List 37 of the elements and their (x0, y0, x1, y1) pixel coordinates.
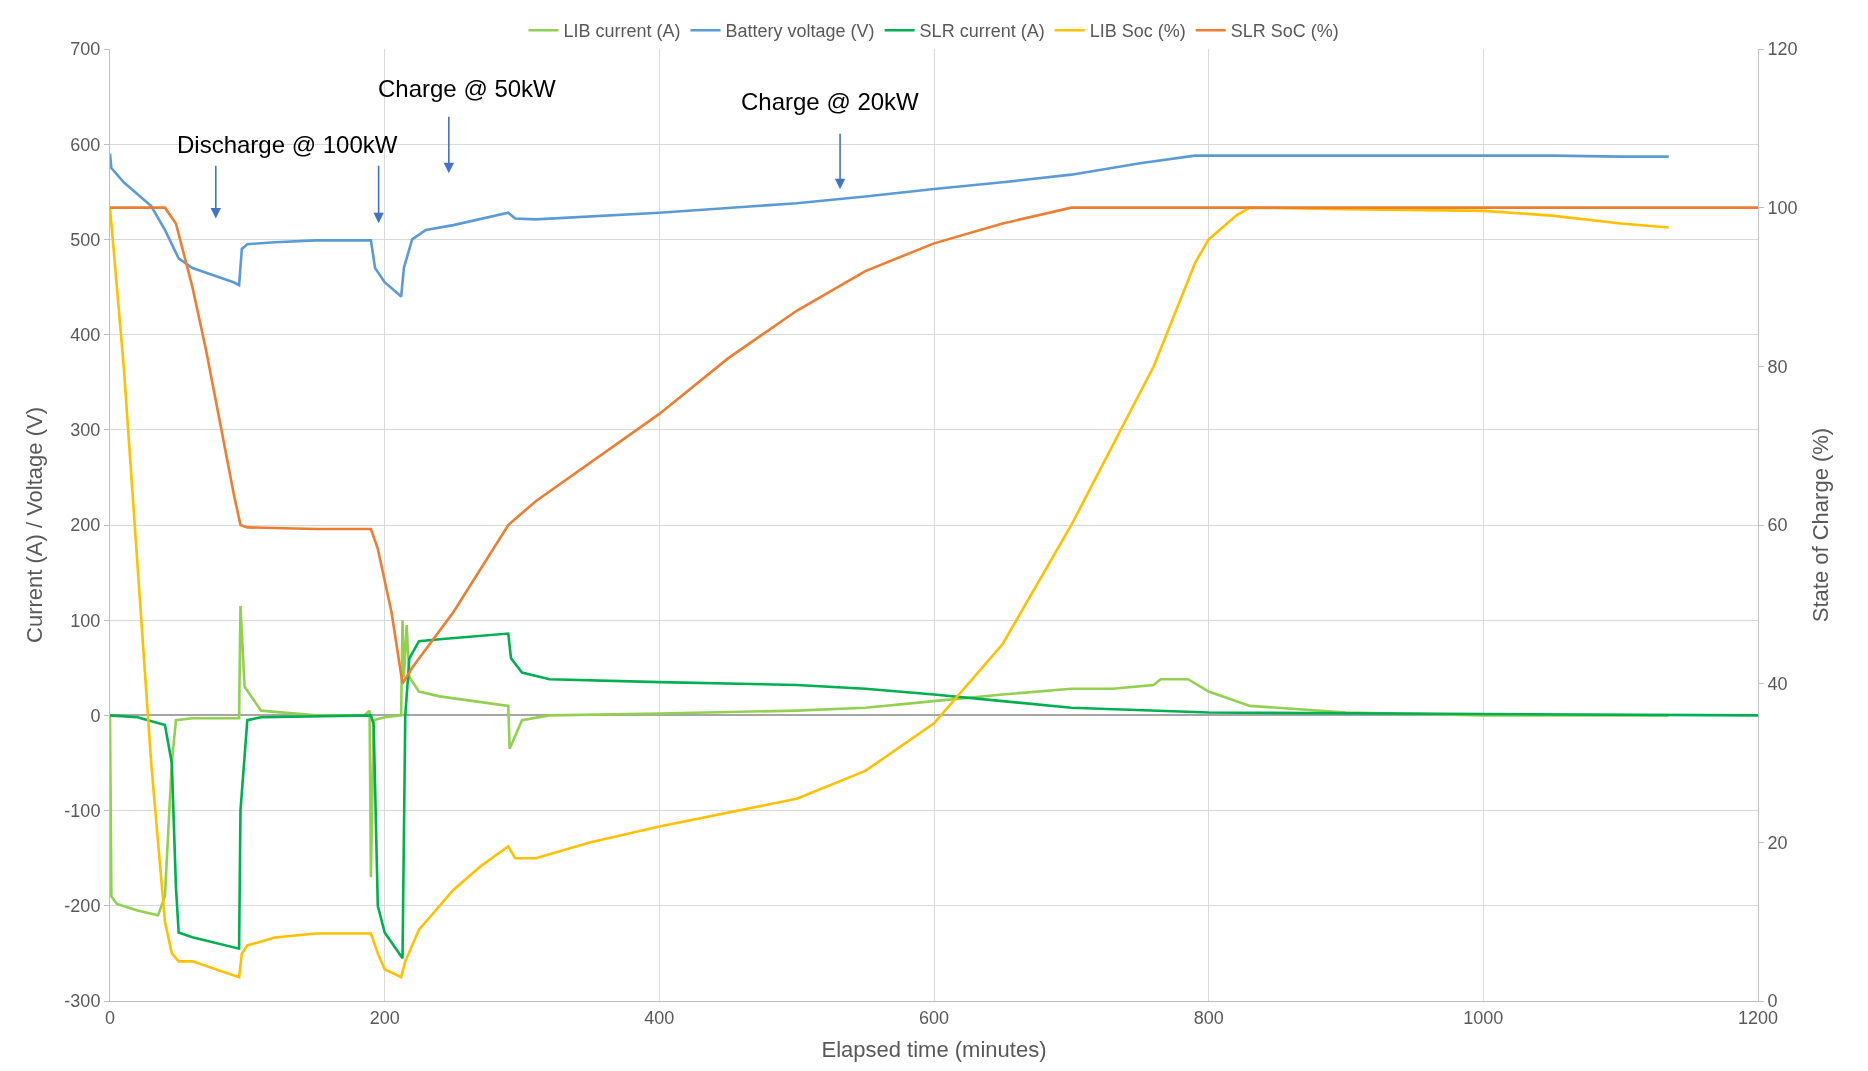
line-series (110, 206, 1758, 685)
y2-tick-label: 120 (1767, 39, 1798, 60)
y-tick-label: 0 (90, 705, 101, 726)
x-tick-label: 0 (104, 1007, 116, 1028)
x-axis-title: Elapsed time (minutes) (821, 1037, 1047, 1063)
y-tick-label: -300 (64, 991, 101, 1012)
y-tick-label: 100 (70, 610, 101, 631)
y2-tick-label: 20 (1767, 832, 1788, 853)
y-tick-label: 500 (70, 229, 101, 250)
legend-label: LIB Soc (%) (1089, 21, 1186, 42)
x-tick-label: 600 (918, 1007, 950, 1028)
legend-label: LIB current (A) (563, 21, 681, 42)
y-tick-label: 200 (70, 515, 101, 536)
x-tick-label: 800 (1193, 1007, 1224, 1028)
line-series (110, 206, 1671, 979)
y-tick-label: -200 (64, 896, 101, 917)
y-tick-label: -100 (64, 800, 101, 821)
y2-axis-title: State of Charge (%) (1807, 427, 1833, 623)
annotation: Charge @ 20kW (741, 88, 920, 115)
annotation: Charge @ 50kW (378, 75, 557, 102)
y2-tick-label: 80 (1767, 356, 1788, 377)
annotation: Discharge @ 100kW (177, 131, 398, 158)
y-tick-label: 300 (70, 420, 101, 441)
y2-tick-label: 100 (1767, 197, 1798, 218)
line-series (110, 632, 1758, 960)
y2-tick-label: 60 (1767, 515, 1788, 536)
legend-label: SLR current (A) (919, 21, 1045, 42)
x-tick-label: 200 (369, 1007, 400, 1028)
legend-label: SLR SoC (%) (1230, 21, 1339, 42)
y-tick-label: 700 (70, 39, 101, 60)
y-tick-label: 400 (70, 324, 101, 345)
y-axis-title: Current (A) / Voltage (V) (22, 407, 48, 643)
x-tick-label: 400 (644, 1007, 675, 1028)
legend-label: Battery voltage (V) (725, 21, 875, 42)
x-tick-label: 1000 (1463, 1007, 1504, 1028)
y2-tick-label: 40 (1767, 673, 1788, 694)
y-tick-label: 600 (70, 134, 101, 155)
